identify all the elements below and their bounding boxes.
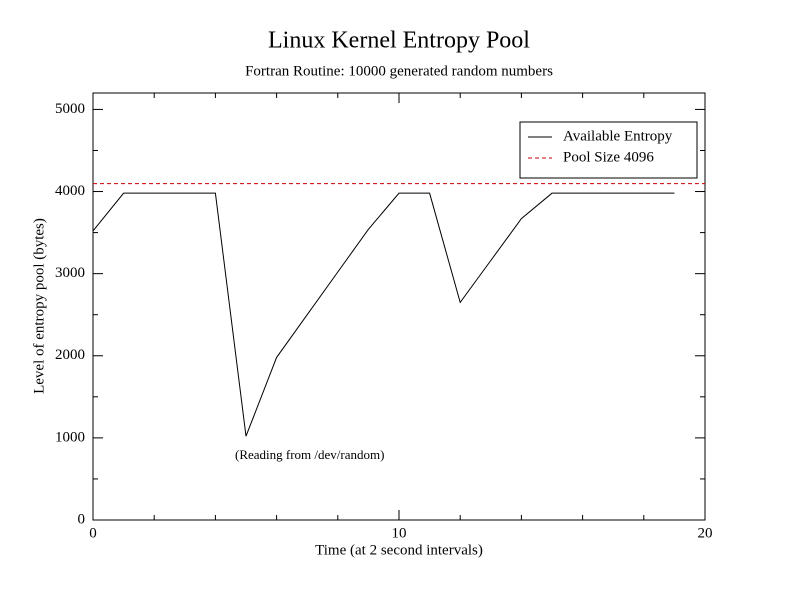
- y-tick-label: 0: [78, 511, 86, 527]
- x-tick-label: 20: [698, 525, 713, 541]
- x-tick-label: 10: [392, 525, 407, 541]
- y-tick-label: 5000: [55, 101, 85, 117]
- legend-label: Available Entropy: [563, 128, 673, 144]
- y-tick-label: 2000: [55, 347, 85, 363]
- legend-box: [519, 121, 698, 179]
- legend-label: Pool Size 4096: [563, 149, 654, 165]
- x-tick-label: 0: [89, 525, 97, 541]
- chart-subtitle: Fortran Routine: 10000 generated random …: [245, 63, 553, 79]
- y-tick-label: 1000: [55, 429, 85, 445]
- y-tick-label: 4000: [55, 183, 85, 199]
- x-axis-label: Time (at 2 second intervals): [315, 542, 483, 558]
- annotation: (Reading from /dev/random): [235, 447, 384, 462]
- data-line: [92, 192, 675, 437]
- chart-title: Linux Kernel Entropy Pool: [268, 28, 530, 54]
- y-axis-label: Level of entropy pool (bytes): [31, 218, 47, 394]
- y-tick-label: 3000: [55, 265, 85, 281]
